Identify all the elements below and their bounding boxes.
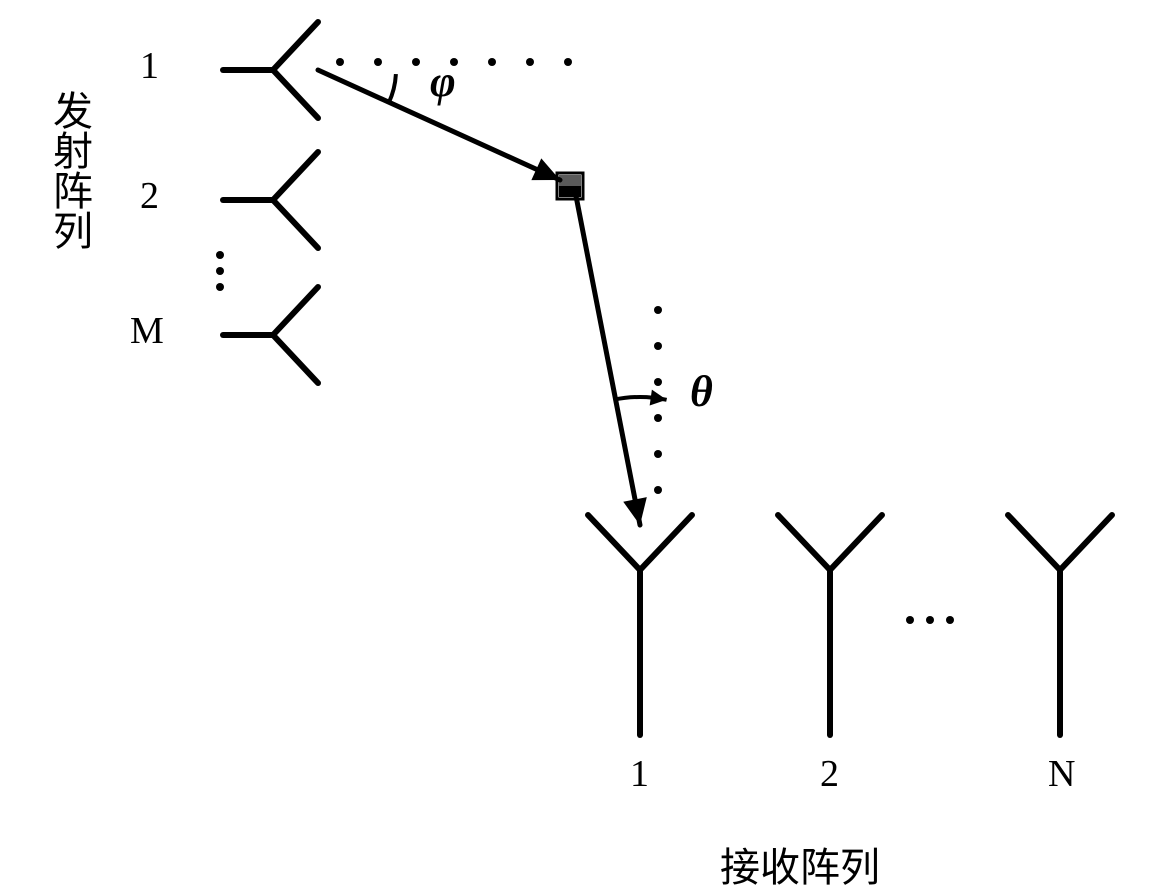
tx-array-label: 发射阵列 — [40, 90, 98, 250]
rx-antenna-index-2: 2 — [820, 752, 839, 796]
tx-antenna-index-1: 1 — [140, 44, 159, 88]
diagram-svg — [0, 0, 1168, 887]
rx-antenna-index-N: N — [1048, 752, 1075, 796]
theta-angle-label: θ — [690, 366, 713, 417]
rx-antenna-index-1: 1 — [630, 752, 649, 796]
tx-antenna-index-M: M — [130, 309, 164, 353]
diagram-container: { "canvas": { "width": 1168, "height": 8… — [0, 0, 1168, 887]
phi-angle-label: φ — [430, 56, 456, 107]
rx-array-label: 接收阵列 — [720, 835, 880, 887]
tx-antenna-index-2: 2 — [140, 174, 159, 218]
